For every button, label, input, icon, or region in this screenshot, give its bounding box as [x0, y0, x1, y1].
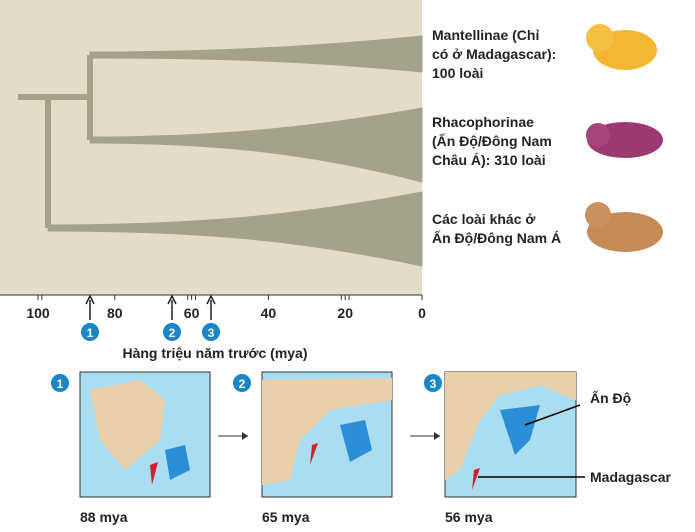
tick-label: 80 — [107, 305, 123, 321]
clade-label: Châu Á): 310 loài — [432, 152, 546, 168]
map-number: 2 — [239, 377, 246, 391]
clade-label: có ở Madagascar): — [432, 46, 556, 62]
clade-label: Ấn Độ/Đông Nam Á — [432, 230, 561, 246]
map-badge — [51, 374, 69, 392]
marker-arrow — [167, 294, 177, 320]
clade-label: 100 loài — [432, 65, 483, 81]
map-caption: 56 mya — [445, 509, 493, 525]
clade-label: Mantellinae (Chỉ — [432, 27, 539, 43]
marker-badge — [163, 323, 181, 341]
maps — [79, 371, 585, 498]
clade-label: Các loài khác ở — [432, 211, 535, 227]
marker-badge — [202, 323, 220, 341]
frogs — [585, 24, 663, 252]
axis-label: Hàng triệu năm trước (mya) — [122, 345, 307, 361]
marker-number: 1 — [87, 326, 94, 340]
map-badge — [233, 374, 251, 392]
tick-label: 40 — [261, 305, 277, 321]
tree — [18, 35, 423, 267]
map-number: 1 — [57, 377, 64, 391]
marker-number: 3 — [208, 326, 215, 340]
marker-badge — [81, 323, 99, 341]
map-number: 3 — [430, 377, 437, 391]
marker-arrow — [85, 294, 95, 320]
tick-label: 100 — [26, 305, 50, 321]
tick-label: 20 — [337, 305, 353, 321]
marker-number: 2 — [169, 326, 176, 340]
map-label: Madagascar — [590, 469, 671, 485]
tick-label: 0 — [418, 305, 426, 321]
map-badge — [424, 374, 442, 392]
map-caption: 65 mya — [262, 509, 310, 525]
marker-arrow — [206, 294, 216, 320]
map-caption: 88 mya — [80, 509, 128, 525]
map-label: Ấn Độ — [590, 390, 631, 406]
clade-label: Rhacophorinae — [432, 114, 534, 130]
tick-label: 60 — [184, 305, 200, 321]
clade-label: (Ấn Độ/Đông Nam — [432, 133, 552, 149]
